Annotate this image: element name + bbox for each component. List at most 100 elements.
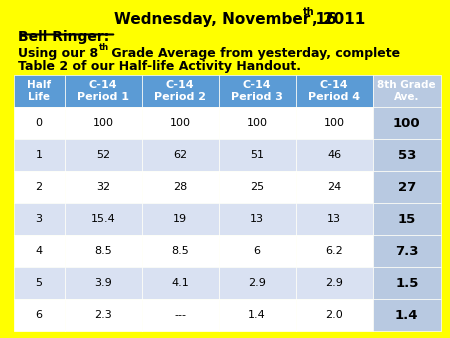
Text: ---: ---: [174, 310, 186, 320]
FancyBboxPatch shape: [65, 299, 142, 331]
FancyBboxPatch shape: [14, 171, 65, 203]
FancyBboxPatch shape: [142, 171, 219, 203]
FancyBboxPatch shape: [65, 171, 142, 203]
FancyBboxPatch shape: [219, 267, 296, 299]
Text: 100: 100: [324, 118, 345, 128]
Text: 25: 25: [250, 182, 264, 192]
FancyBboxPatch shape: [373, 235, 441, 267]
Text: 7.3: 7.3: [395, 245, 419, 258]
FancyBboxPatch shape: [296, 267, 373, 299]
Text: 6: 6: [254, 246, 261, 256]
Text: th: th: [99, 43, 109, 52]
FancyBboxPatch shape: [296, 299, 373, 331]
Text: 1.4: 1.4: [248, 310, 266, 320]
Text: 2: 2: [36, 182, 43, 192]
Text: 6.2: 6.2: [325, 246, 343, 256]
Text: 3.9: 3.9: [94, 278, 112, 288]
FancyBboxPatch shape: [373, 299, 441, 331]
Text: 13: 13: [327, 214, 341, 224]
Text: 1: 1: [36, 150, 43, 160]
FancyBboxPatch shape: [219, 107, 296, 139]
FancyBboxPatch shape: [142, 299, 219, 331]
Text: 100: 100: [170, 118, 191, 128]
Text: 15.4: 15.4: [91, 214, 116, 224]
FancyBboxPatch shape: [296, 203, 373, 235]
FancyBboxPatch shape: [373, 107, 441, 139]
Text: Half
Life: Half Life: [27, 80, 51, 102]
FancyBboxPatch shape: [65, 139, 142, 171]
FancyBboxPatch shape: [219, 235, 296, 267]
FancyBboxPatch shape: [14, 139, 65, 171]
Text: 100: 100: [247, 118, 268, 128]
FancyBboxPatch shape: [373, 267, 441, 299]
Text: 24: 24: [327, 182, 341, 192]
Text: 1.5: 1.5: [395, 277, 419, 290]
FancyBboxPatch shape: [142, 235, 219, 267]
FancyBboxPatch shape: [65, 235, 142, 267]
FancyBboxPatch shape: [142, 75, 219, 107]
Text: 13: 13: [250, 214, 264, 224]
Text: 0: 0: [36, 118, 43, 128]
Text: 4: 4: [36, 246, 43, 256]
Text: 1.4: 1.4: [395, 309, 419, 322]
FancyBboxPatch shape: [296, 171, 373, 203]
Text: 53: 53: [398, 149, 416, 162]
FancyBboxPatch shape: [14, 75, 65, 107]
Text: C-14
Period 3: C-14 Period 3: [231, 80, 283, 102]
Text: 52: 52: [96, 150, 110, 160]
FancyBboxPatch shape: [14, 235, 65, 267]
FancyBboxPatch shape: [296, 235, 373, 267]
Text: 8.5: 8.5: [171, 246, 189, 256]
FancyBboxPatch shape: [142, 139, 219, 171]
Text: 8th Grade
Ave.: 8th Grade Ave.: [378, 80, 436, 102]
Text: Grade Average from yesterday, complete: Grade Average from yesterday, complete: [107, 47, 400, 60]
Text: 3: 3: [36, 214, 43, 224]
FancyBboxPatch shape: [142, 107, 219, 139]
FancyBboxPatch shape: [296, 107, 373, 139]
Text: 2.9: 2.9: [248, 278, 266, 288]
FancyBboxPatch shape: [142, 267, 219, 299]
Text: C-14
Period 2: C-14 Period 2: [154, 80, 206, 102]
FancyBboxPatch shape: [219, 139, 296, 171]
FancyBboxPatch shape: [65, 75, 142, 107]
Text: C-14
Period 1: C-14 Period 1: [77, 80, 129, 102]
Text: 46: 46: [327, 150, 341, 160]
FancyBboxPatch shape: [219, 203, 296, 235]
Text: 4.1: 4.1: [171, 278, 189, 288]
Text: , 2011: , 2011: [312, 12, 365, 27]
Text: Table 2 of our Half-life Activity Handout.: Table 2 of our Half-life Activity Handou…: [18, 60, 301, 73]
Text: 5: 5: [36, 278, 43, 288]
Text: Wednesday, November 16: Wednesday, November 16: [113, 12, 337, 27]
FancyBboxPatch shape: [14, 107, 65, 139]
Text: 15: 15: [398, 213, 416, 226]
Text: 62: 62: [173, 150, 187, 160]
Text: 6: 6: [36, 310, 43, 320]
FancyBboxPatch shape: [373, 203, 441, 235]
FancyBboxPatch shape: [142, 203, 219, 235]
Text: 8.5: 8.5: [94, 246, 112, 256]
FancyBboxPatch shape: [14, 267, 65, 299]
FancyBboxPatch shape: [14, 203, 65, 235]
Text: 28: 28: [173, 182, 187, 192]
Text: th: th: [303, 7, 315, 18]
FancyBboxPatch shape: [373, 139, 441, 171]
FancyBboxPatch shape: [373, 171, 441, 203]
Text: 2.3: 2.3: [94, 310, 112, 320]
FancyBboxPatch shape: [296, 75, 373, 107]
FancyBboxPatch shape: [373, 75, 441, 107]
Text: Bell Ringer:: Bell Ringer:: [18, 30, 109, 44]
Text: 2.9: 2.9: [325, 278, 343, 288]
Text: 51: 51: [250, 150, 264, 160]
Text: Using our 8: Using our 8: [18, 47, 98, 60]
FancyBboxPatch shape: [219, 299, 296, 331]
FancyBboxPatch shape: [296, 139, 373, 171]
FancyBboxPatch shape: [65, 203, 142, 235]
Text: 100: 100: [393, 117, 421, 129]
Text: 2.0: 2.0: [325, 310, 343, 320]
FancyBboxPatch shape: [219, 171, 296, 203]
FancyBboxPatch shape: [65, 267, 142, 299]
FancyBboxPatch shape: [14, 299, 65, 331]
Text: C-14
Period 4: C-14 Period 4: [308, 80, 360, 102]
Text: 19: 19: [173, 214, 187, 224]
Text: 100: 100: [93, 118, 114, 128]
